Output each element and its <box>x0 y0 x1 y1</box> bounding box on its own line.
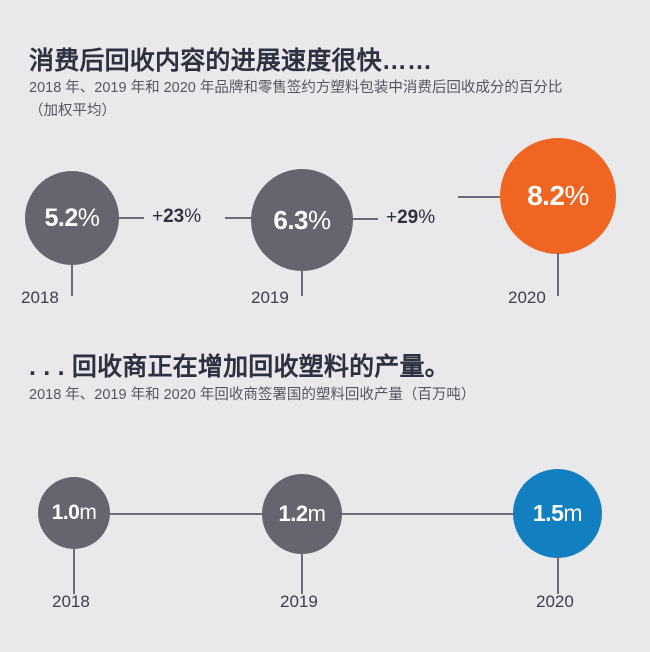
year-label-2018-pcr: 2018 <box>21 288 59 307</box>
connector-2018-to-delta-1 <box>118 217 144 219</box>
delta-1-number: 23 <box>163 206 185 227</box>
bubble-2019-output-unit: m <box>307 501 326 526</box>
connector-2019-to-2020-output <box>341 513 513 515</box>
bubble-2018-pcr: 5.2% <box>25 171 119 265</box>
delta-1-unit: % <box>184 206 202 227</box>
tick-2019-output <box>301 553 303 594</box>
section-1-subtitle: 2018 年、2019 年和 2020 年品牌和零售签约方塑料包装中消费后回收成… <box>29 79 563 119</box>
delta-2018-2019: +23% <box>152 206 201 228</box>
year-label-2019-pcr: 2019 <box>251 288 289 307</box>
tick-2018-output <box>73 548 75 594</box>
bubble-2019-pcr: 6.3% <box>251 169 353 271</box>
bubble-2018-pcr-label: 5.2% <box>45 204 100 233</box>
delta-2-sign: + <box>386 207 398 228</box>
year-label-2019-output: 2019 <box>280 592 318 611</box>
bubble-2019-pcr-label: 6.3% <box>273 204 331 236</box>
section-2-title: . . . 回收商正在增加回收塑料的产量。 <box>29 352 450 381</box>
bubble-2019-pcr-value: 6.3 <box>273 204 309 235</box>
delta-2-unit: % <box>418 207 436 228</box>
section-2-subtitle: 2018 年、2019 年和 2020 年回收商签署国的塑料回收产量（百万吨） <box>29 386 476 403</box>
delta-2019-2020: +29% <box>386 207 435 229</box>
connector-delta-1-to-2019 <box>225 217 252 219</box>
year-label-2020-pcr: 2020 <box>508 288 546 307</box>
bubble-2018-output-unit: m <box>79 501 97 524</box>
chart-pcr-percentage: 5.2% 2018 +23% 6.3% 2019 +29% 8.2% 2020 <box>0 0 650 320</box>
bubble-2018-pcr-unit: % <box>77 203 100 232</box>
connector-2018-to-2019-output <box>110 513 265 515</box>
bubble-2019-output-value: 1.2 <box>278 501 309 526</box>
bubble-2020-output-label: 1.5m <box>532 500 583 527</box>
bubble-2020-pcr: 8.2% <box>500 138 616 254</box>
tick-2018-pcr <box>71 264 73 296</box>
bubble-2018-output-label: 1.0m <box>52 501 97 525</box>
bubble-2018-output: 1.0m <box>38 477 110 549</box>
tick-2020-pcr <box>557 253 559 296</box>
bubble-2018-pcr-value: 5.2 <box>44 203 79 232</box>
delta-1-sign: + <box>152 206 164 227</box>
bubble-2020-pcr-unit: % <box>564 180 590 211</box>
year-label-2020-output: 2020 <box>536 592 574 611</box>
bubble-2020-pcr-label: 8.2% <box>527 180 589 212</box>
tick-2019-pcr <box>301 270 303 296</box>
bubble-2019-output-label: 1.2m <box>279 501 326 527</box>
bubble-2019-output: 1.2m <box>262 474 342 554</box>
connector-delta-2-to-2020 <box>458 196 501 198</box>
bubble-2019-pcr-unit: % <box>308 204 331 235</box>
section-1-title: 消费后回收内容的进展速度很快…… <box>29 46 433 75</box>
year-label-2018-output: 2018 <box>52 592 90 611</box>
delta-2-number: 29 <box>397 207 419 228</box>
bubble-2020-output-value: 1.5 <box>532 500 564 526</box>
tick-2020-output <box>557 557 559 594</box>
bubble-2020-output-unit: m <box>563 500 583 526</box>
connector-2019-to-delta-2 <box>353 218 378 220</box>
bubble-2020-pcr-value: 8.2 <box>527 180 565 211</box>
bubble-2018-output-value: 1.0 <box>51 501 80 524</box>
bubble-2020-output: 1.5m <box>513 469 602 558</box>
